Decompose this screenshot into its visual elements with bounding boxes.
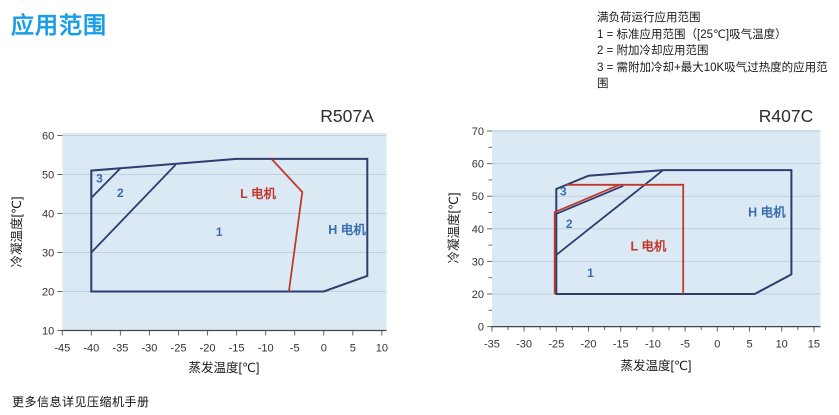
x-tick-label: -35 xyxy=(112,343,128,355)
plot-area xyxy=(62,133,387,331)
legend-heading: 满负荷运行应用范围 xyxy=(597,12,701,24)
x-tick-label: -20 xyxy=(200,343,216,355)
region-label-2: 2 xyxy=(117,186,124,200)
y-tick-label: 20 xyxy=(472,289,484,301)
x-tick-label: -10 xyxy=(645,339,661,351)
region-label-3: 3 xyxy=(560,184,567,198)
chart-r407c: -35 -30 -25 -20 -15 -10 -5 0 5 10 15 70 60 50 40 30 20 0 3… xyxy=(446,106,821,373)
region-label-3: 3 xyxy=(96,171,103,185)
h-motor-envelope xyxy=(555,169,793,295)
chart-title: R407C xyxy=(759,106,813,126)
l-motor-envelope xyxy=(567,183,685,294)
x-tick-label: -30 xyxy=(516,339,532,351)
legend-item-2: 2 = 附加冷却应用范围 xyxy=(597,45,709,57)
x-tick-label: 0 xyxy=(714,339,720,351)
region-label-1: 1 xyxy=(587,266,594,280)
chart-title: R507A xyxy=(320,106,374,126)
zone-3-boundary xyxy=(90,167,122,199)
chart-r507a: -45 -40 -35 -30 -25 -20 -15 -10 -5 0 5 10 60 50 40 30 20… xyxy=(9,106,388,375)
y-tick-label: 50 xyxy=(42,170,54,182)
region-label-2: 2 xyxy=(566,217,573,231)
x-tick-label: 0 xyxy=(321,343,327,355)
legend: 满负荷运行应用范围 1 = 标准应用范围（[25℃]吸气温度） 2 = 附加冷却… xyxy=(597,10,837,93)
x-tick-label: -25 xyxy=(548,339,564,351)
y-tick-label: 60 xyxy=(472,159,484,171)
y-tick-label: 60 xyxy=(42,131,54,143)
x-tick-label: -15 xyxy=(613,339,629,351)
l-motor-left-boundary xyxy=(553,183,620,294)
region-label-H: H 电机 xyxy=(328,222,366,237)
y-tick-label: 40 xyxy=(42,209,54,221)
x-tick-label: -5 xyxy=(290,343,300,355)
y-tick-label: 30 xyxy=(42,248,54,260)
x-tick-label: 5 xyxy=(746,339,752,351)
y-tick-label: 0 xyxy=(478,322,484,334)
legend-item-3: 3 = 需附加冷却+最大10K吸气过热度的应用范围 xyxy=(597,61,828,91)
y-tick-label: 70 xyxy=(472,126,484,138)
y-axis-title: 冷凝温度[℃] xyxy=(9,197,24,268)
region-label-H: H 电机 xyxy=(748,205,786,220)
x-tick-label: -25 xyxy=(171,343,187,355)
x-tick-label: -40 xyxy=(83,343,99,355)
x-axis-title: 蒸发温度[℃] xyxy=(189,360,260,375)
x-tick-label: 10 xyxy=(776,339,788,351)
x-tick-label: -10 xyxy=(258,343,274,355)
y-tick-label: 20 xyxy=(42,287,54,299)
region-label-L: L 电机 xyxy=(240,186,276,201)
x-axis-title: 蒸发温度[℃] xyxy=(621,358,692,373)
x-tick-label: -5 xyxy=(680,339,690,351)
x-tick-label: 5 xyxy=(350,343,356,355)
y-tick-label: 50 xyxy=(472,191,484,203)
x-tick-label: 10 xyxy=(376,343,388,355)
y-tick-label: 10 xyxy=(42,326,54,338)
region-label-L: L 电机 xyxy=(630,239,666,254)
h-motor-envelope xyxy=(90,157,369,293)
zone-2-boundary xyxy=(90,164,177,254)
x-tick-label: 15 xyxy=(808,339,820,351)
y-tick-label: 40 xyxy=(472,224,484,236)
x-tick-label: -35 xyxy=(484,339,500,351)
x-tick-label: -20 xyxy=(581,339,597,351)
page-title: 应用范围 xyxy=(11,12,107,38)
y-axis-title: 冷凝温度[℃] xyxy=(446,193,461,264)
x-tick-label: -15 xyxy=(229,343,245,355)
x-tick-label: -30 xyxy=(141,343,157,355)
legend-item-1: 1 = 标准应用范围（[25℃]吸气温度） xyxy=(597,28,787,41)
zone-3-boundary xyxy=(555,184,624,215)
y-tick-label: 30 xyxy=(472,256,484,268)
x-tick-label: -45 xyxy=(54,343,70,355)
l-motor-boundary xyxy=(270,158,304,292)
footer-note: 更多信息详见压缩机手册 xyxy=(12,395,150,409)
region-label-1: 1 xyxy=(216,225,223,239)
